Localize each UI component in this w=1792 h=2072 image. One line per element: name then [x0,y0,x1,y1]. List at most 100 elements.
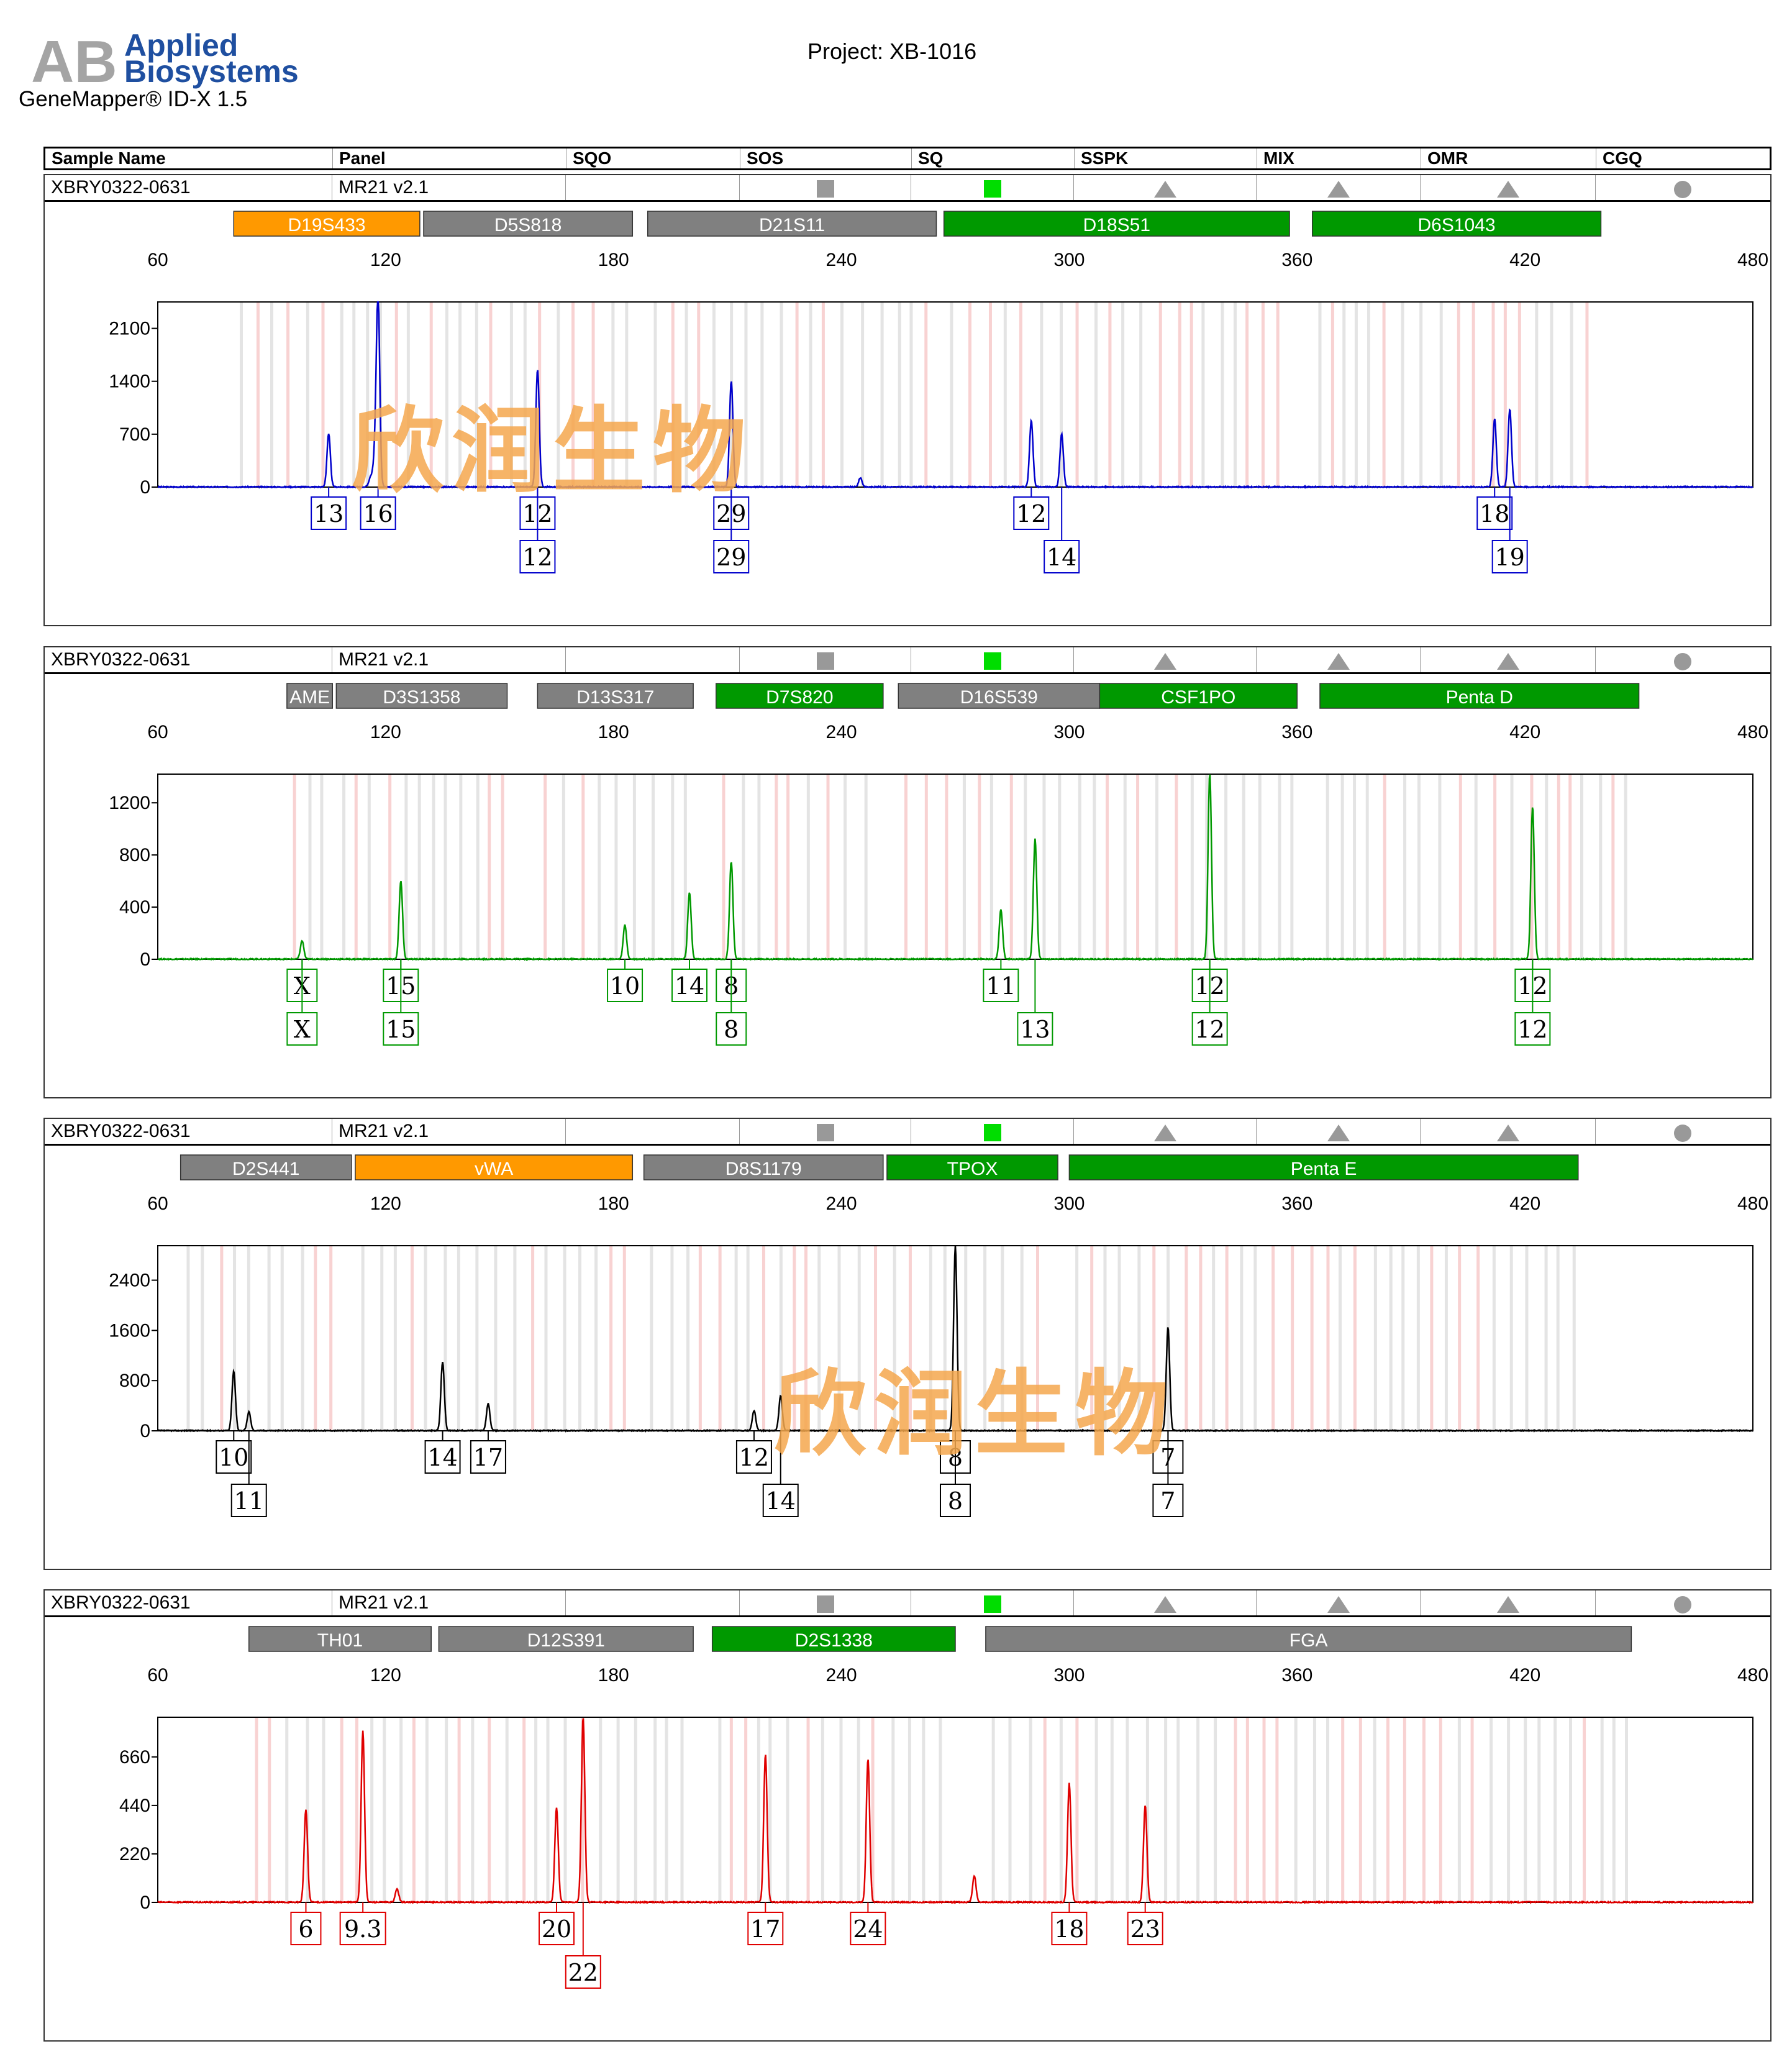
quality-flag-cell [911,1119,1073,1144]
triangle-shape [1327,181,1350,198]
allele-call-box [1514,1012,1551,1046]
column-header-sq[interactable]: SQ [911,148,1074,168]
peak-point [1144,1804,1147,1807]
electropherogram-chart: AME D3S1358 D13S317 D7S820 D16S539 CSF1PO Pent… [109,683,1768,1046]
allele-call-label: 14 [427,1444,457,1471]
x-tick-label: 420 [1509,250,1540,270]
allele-call-label: 6 [298,1915,313,1943]
column-header-omr[interactable]: OMR [1421,148,1596,168]
quality-flag-cell [1073,1119,1256,1144]
quality-flag-cell [1595,175,1769,200]
peak-point [753,1410,755,1412]
x-tick-label: 60 [147,250,168,270]
green-square-shape [984,1124,1001,1141]
quality-flag-cell [911,647,1073,672]
column-header-sspk[interactable]: SSPK [1074,148,1257,168]
locus-marker-bar [985,1626,1632,1652]
quality-flag-cell [1256,1119,1420,1144]
x-tick-label: 420 [1509,1193,1540,1214]
x-tick-label: 360 [1281,722,1312,742]
column-header-cgq[interactable]: CGQ [1596,148,1770,168]
project-title: Project: XB-1016 [807,39,977,64]
x-tick-label: 60 [147,1193,168,1214]
y-tick-label: 0 [140,1892,150,1913]
locus-marker-bar [711,1626,956,1652]
x-tick-label: 300 [1053,1665,1085,1686]
app-title: GeneMapper® ID-X 1.5 [19,87,248,111]
column-header-panel[interactable]: Panel [332,148,566,168]
x-tick-label: 300 [1053,250,1085,270]
x-tick-label: 480 [1737,250,1768,270]
plot-frame [157,774,1753,960]
y-tick-label: 660 [119,1747,150,1768]
triangle-icon [1154,1596,1176,1613]
triangle-icon [1154,653,1176,670]
allele-call-label: 12 [1517,1016,1547,1043]
triangle-shape [1497,653,1519,670]
gray-square-shape [817,1595,834,1613]
allele-call-box [565,1955,601,1989]
peak-point [866,1758,869,1760]
peak-point [248,1411,250,1413]
allele-call-box [230,1484,267,1517]
locus-marker-label: D5S818 [494,215,562,235]
gray-square-icon [817,1595,834,1613]
x-tick-label: 360 [1281,1665,1312,1686]
gray-square-shape [817,180,834,198]
peak-point [362,1729,364,1732]
sample-panel: XBRY0322-0631 MR21 v2.1 TH01 D12S391 D2S1338… [43,1589,1772,2042]
quality-flag-cell [739,647,911,672]
allele-call-box [850,1912,886,1945]
allele-call-box [747,1912,784,1945]
peak-point [859,477,862,479]
locus-marker-label: TPOX [947,1159,998,1179]
locus-marker-bar [335,683,508,709]
triangle-shape [1327,653,1350,670]
allele-call-box [290,1912,322,1945]
allele-call-label: 14 [766,1487,796,1515]
sample-row[interactable]: XBRY0322-0631 MR21 v2.1 [45,1119,1770,1146]
y-tick-label: 0 [140,1421,150,1441]
y-tick-label: 800 [119,1371,150,1391]
x-tick-label: 360 [1281,250,1312,270]
quality-flag-cell [1595,1591,1769,1615]
allele-call-label: 15 [386,1016,416,1043]
circle-shape [1674,1596,1691,1613]
peak-point [1030,419,1032,422]
allele-call-label: 10 [219,1444,248,1471]
green-square-shape [984,1595,1001,1613]
peak-point [396,1888,398,1891]
sample-row[interactable]: XBRY0322-0631 MR21 v2.1 [45,1591,1770,1617]
sample-row[interactable]: XBRY0322-0631 MR21 v2.1 [45,175,1770,202]
ab-logo-icon: AB [31,29,117,95]
column-header-mix[interactable]: MIX [1257,148,1421,168]
locus-marker-bar [438,1626,694,1652]
allele-call-box [762,1484,799,1517]
allele-call-label: 12 [1016,500,1046,527]
triangle-icon [1154,181,1176,198]
quality-flag-cell [1420,175,1595,200]
y-tick-label: 0 [140,949,150,970]
allele-call-box [286,1012,318,1046]
x-tick-label: 120 [370,250,401,270]
allele-call-box [1476,496,1513,530]
column-header-sqo[interactable]: SQO [566,148,740,168]
triangle-icon [1327,653,1350,670]
quality-flag-cell [1073,647,1256,672]
triangle-shape [1497,1596,1519,1613]
green-square-shape [984,180,1001,198]
allele-call-box [1044,540,1080,573]
quality-flag-cell [1073,175,1256,200]
quality-flag-cell [1420,1119,1595,1144]
empty-cell [565,647,739,672]
column-header-sample-name[interactable]: Sample Name [52,148,166,168]
allele-call-box [607,969,644,1002]
triangle-icon [1497,181,1519,198]
locus-marker-label: D7S820 [766,687,833,708]
locus-marker-label: D13S317 [576,687,654,708]
allele-call-label: 12 [522,544,552,571]
column-header-sos[interactable]: SOS [740,148,911,168]
sample-row[interactable]: XBRY0322-0631 MR21 v2.1 [45,647,1770,674]
allele-call-box [713,540,750,573]
locus-marker-bar [643,1154,884,1180]
